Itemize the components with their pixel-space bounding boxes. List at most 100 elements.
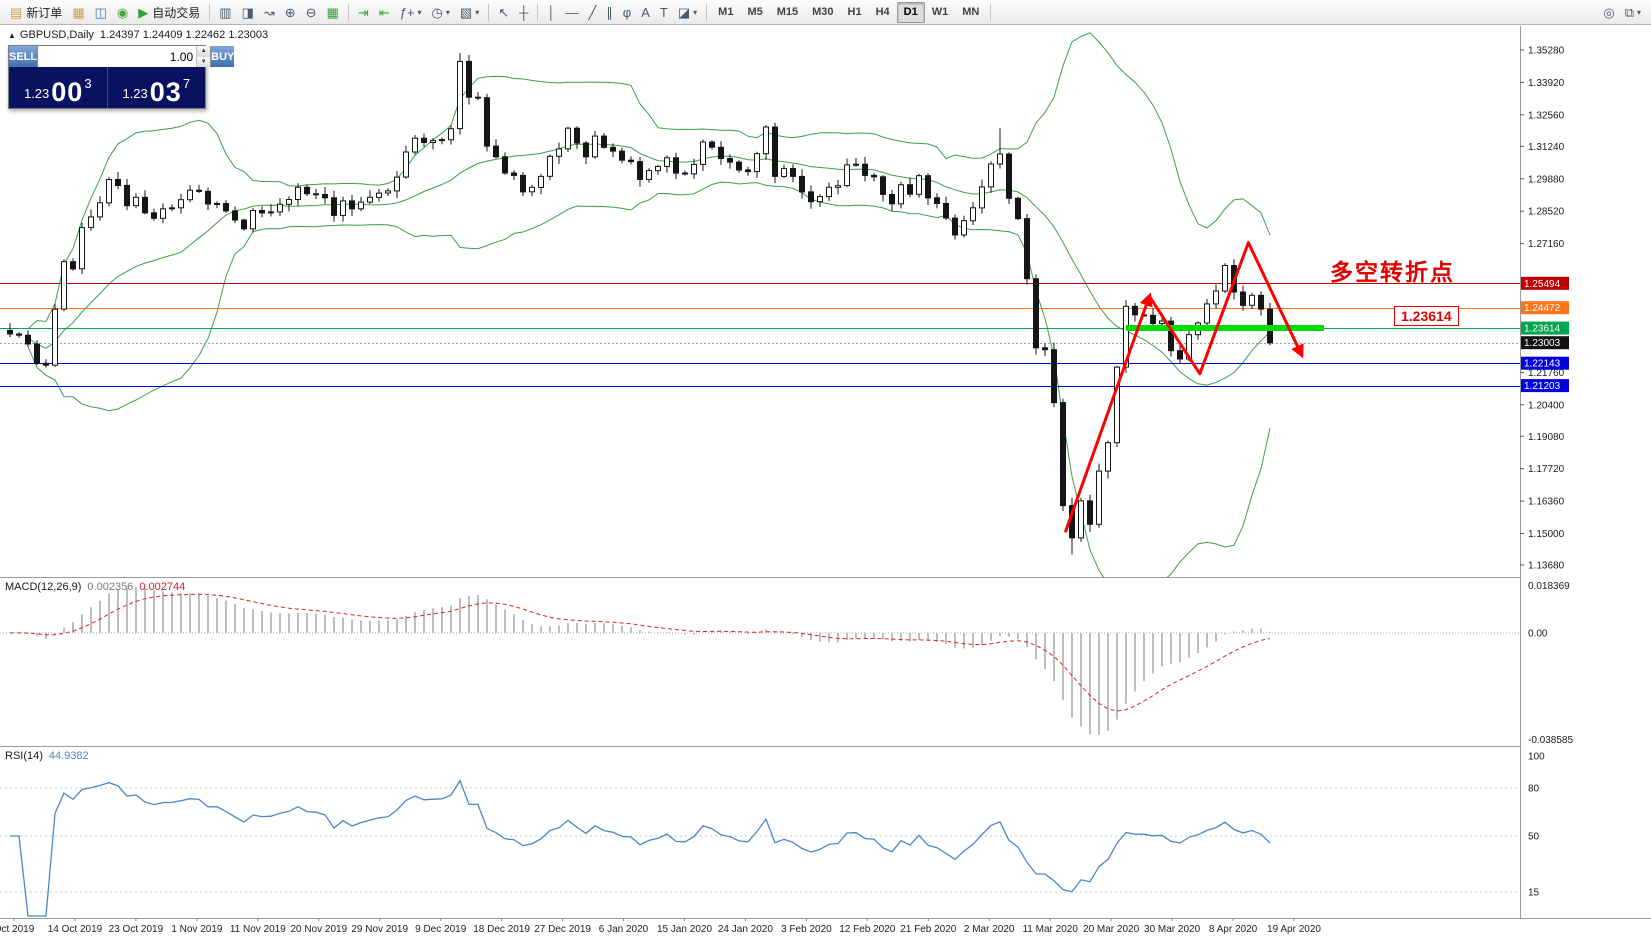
candle [457,60,463,130]
window-list-button[interactable]: ⧉ ▾ [1620,2,1646,23]
candle [340,200,346,216]
trend-arrow-up[interactable] [1064,292,1153,533]
bar-chart-button[interactable]: ▥ [214,2,236,23]
shapes-button[interactable]: ◪ ▾ [673,2,702,23]
thick-green-line[interactable] [1126,325,1324,331]
price-tick-label: 1.15000 [1528,529,1565,540]
candle [502,156,508,174]
timeframe-button-m30[interactable]: M30 [812,6,834,18]
price-label-annotation[interactable]: 1.23614 [1394,306,1459,326]
timeframe-button-d1[interactable]: D1 [896,1,925,23]
text-button[interactable]: A [636,2,655,23]
candle [664,157,670,167]
timeframe-button-mn[interactable]: MN [962,6,980,18]
one-click-collapse-icon[interactable]: ▲ [8,31,16,40]
trend-arrow-path[interactable] [1147,241,1304,376]
candle [556,148,562,157]
price-tag-label: 1.23003 [1524,338,1561,349]
rsi-pane[interactable] [0,747,1651,918]
volume-spinner: ▲ ▼ [196,46,211,67]
periods-button[interactable]: ◷ ▾ [427,2,455,23]
time-axis[interactable] [0,919,1651,944]
date-label: 20 Nov 2019 [290,924,347,935]
candle [1096,470,1102,525]
new-order-icon: ▤ [10,4,23,20]
price-tick-label: 1.27160 [1528,239,1565,250]
candle [43,362,49,366]
volume-input[interactable] [38,46,197,67]
tile-windows-button[interactable]: ▦ [322,2,344,23]
chart-shift-button[interactable]: ⇤ [374,2,395,23]
toolbar-group-cursor: ↖ ┼ [493,2,533,23]
zoom-out-button[interactable]: ⊖ [301,2,322,23]
date-label: 19 Apr 2020 [1267,924,1321,935]
sell-price[interactable]: 1.23 00 3 [9,67,108,108]
shapes-icon: ◪ [677,4,691,20]
candle [1051,349,1057,404]
vertical-line-icon: │ [547,4,556,20]
vertical-line-button[interactable]: │ [542,2,560,23]
horizontal-line-button[interactable]: — [560,2,583,23]
macd-pane[interactable] [0,578,1651,746]
search-button[interactable]: ◎ [1598,2,1619,23]
candle [988,163,994,188]
volume-decrease-button[interactable]: ▼ [197,56,211,67]
new-order-button[interactable]: ▤ 新订单 [5,2,67,23]
candle [7,329,13,335]
timeframe-button-h4[interactable]: H4 [875,6,890,18]
candle [1114,366,1120,444]
charts-window-button[interactable]: ▦ [67,2,89,23]
trendline-icon: ╱ [588,4,597,20]
candle [403,151,409,178]
timeframe-button-m15[interactable]: M15 [776,6,799,18]
main-chart-pane[interactable] [0,26,1651,577]
crosshair-button[interactable]: ┼ [514,2,533,23]
price-tag-1.22143: 1.22143 [1521,356,1569,370]
timeframe-button-m1[interactable]: M1 [718,6,734,18]
profile-button[interactable]: ◫ [90,2,112,23]
candle [844,164,850,187]
sell-button[interactable]: SELL [9,46,38,67]
timeframe-button-h1[interactable]: H1 [847,6,862,18]
date-label: 21 Feb 2020 [900,924,957,935]
zoom-in-icon: ⊕ [284,4,296,20]
horizontal-line-icon: — [565,4,579,20]
turning-point-annotation[interactable]: 多空转折点 [1330,259,1455,285]
channel-button[interactable]: ∥ [601,2,618,23]
date-label: 12 Feb 2020 [839,924,896,935]
autotrading-button[interactable]: ▶ 自动交易 [133,2,205,23]
candle [1150,314,1156,324]
bollinger-upper-band[interactable] [27,32,1271,330]
line-chart-button[interactable]: ↝ [259,2,280,23]
fibonacci-button[interactable]: φ [618,2,636,23]
channel-icon: ∥ [606,4,613,20]
buy-price[interactable]: 1.23 03 7 [108,67,206,108]
price-axis[interactable] [1521,26,1651,918]
candle [880,176,886,195]
candle [1159,320,1165,325]
indicators-button[interactable]: ƒ+ ▾ [395,2,427,23]
auto-scroll-button[interactable]: ⇥ [353,2,374,23]
macd-indicator-label: MACD(12,26,9) 0.002356 0.002744 [5,581,185,593]
price-tag-box [1521,336,1569,350]
trendline-button[interactable]: ╱ [583,2,601,23]
timeframe-button-m5[interactable]: M5 [747,6,763,18]
community-button[interactable]: ◉ [112,2,133,23]
candle [448,128,454,141]
volume-increase-button[interactable]: ▲ [197,46,211,57]
cursor-button[interactable]: ↖ [493,2,514,23]
templates-button[interactable]: ▧ ▾ [455,2,484,23]
timeframe-button-w1[interactable]: W1 [931,6,949,18]
date-label: 27 Dec 2019 [534,924,591,935]
chart-header: ▲ GBPUSD,Daily 1.24397 1.24409 1.22462 1.2… [8,29,268,41]
candle [1222,265,1228,292]
price-tick-label: 1.31240 [1528,142,1565,153]
candle [682,172,688,175]
zoom-in-button[interactable]: ⊕ [280,2,301,23]
candlestick-chart-button[interactable]: ◨ [237,2,259,23]
text-label-button[interactable]: T [655,2,673,23]
buy-button[interactable]: BUY [211,46,235,67]
tile-windows-icon: ▦ [326,4,339,20]
indicators-icon: ƒ+ [399,4,415,20]
